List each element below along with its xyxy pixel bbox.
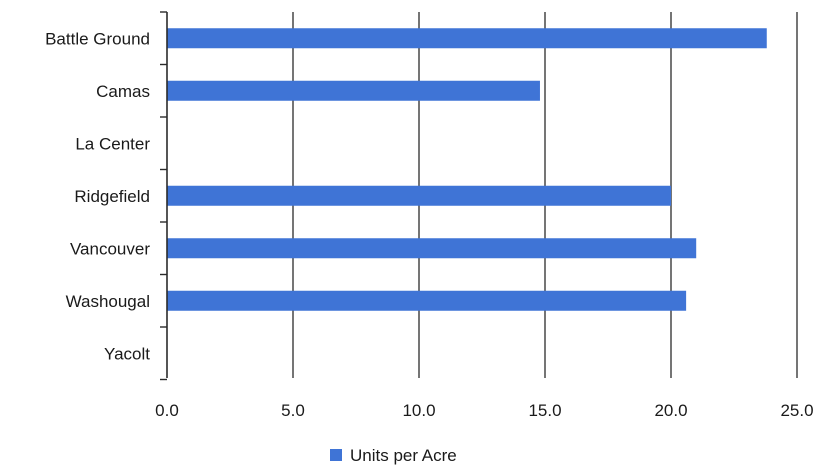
tick-label: 25.0: [780, 401, 813, 420]
tick-label: 15.0: [528, 401, 561, 420]
bar: [167, 80, 540, 101]
legend-label: Units per Acre: [350, 446, 457, 465]
bar: [167, 28, 767, 49]
category-label: Ridgefield: [74, 187, 150, 206]
category-labels: Battle Ground Camas La Center Ridgefield Van…: [45, 29, 150, 363]
category-label: Washougal: [66, 292, 150, 311]
bar: [167, 238, 697, 259]
category-label: La Center: [75, 134, 150, 153]
bar: [167, 185, 671, 206]
tick-label: 20.0: [654, 401, 687, 420]
tick-label: 10.0: [402, 401, 435, 420]
category-axis: [160, 11, 168, 381]
tick-label: 5.0: [281, 401, 305, 420]
category-label: Camas: [96, 82, 150, 101]
category-label: Battle Ground: [45, 29, 150, 48]
bars: [167, 28, 767, 311]
value-tick-labels: 0.0 5.0 10.0 15.0 20.0 25.0: [155, 401, 813, 420]
category-label: Yacolt: [104, 344, 150, 363]
legend: Units per Acre: [330, 446, 457, 465]
legend-swatch: [330, 449, 342, 461]
bar: [167, 290, 687, 311]
tick-label: 0.0: [155, 401, 179, 420]
category-label: Vancouver: [70, 239, 150, 258]
